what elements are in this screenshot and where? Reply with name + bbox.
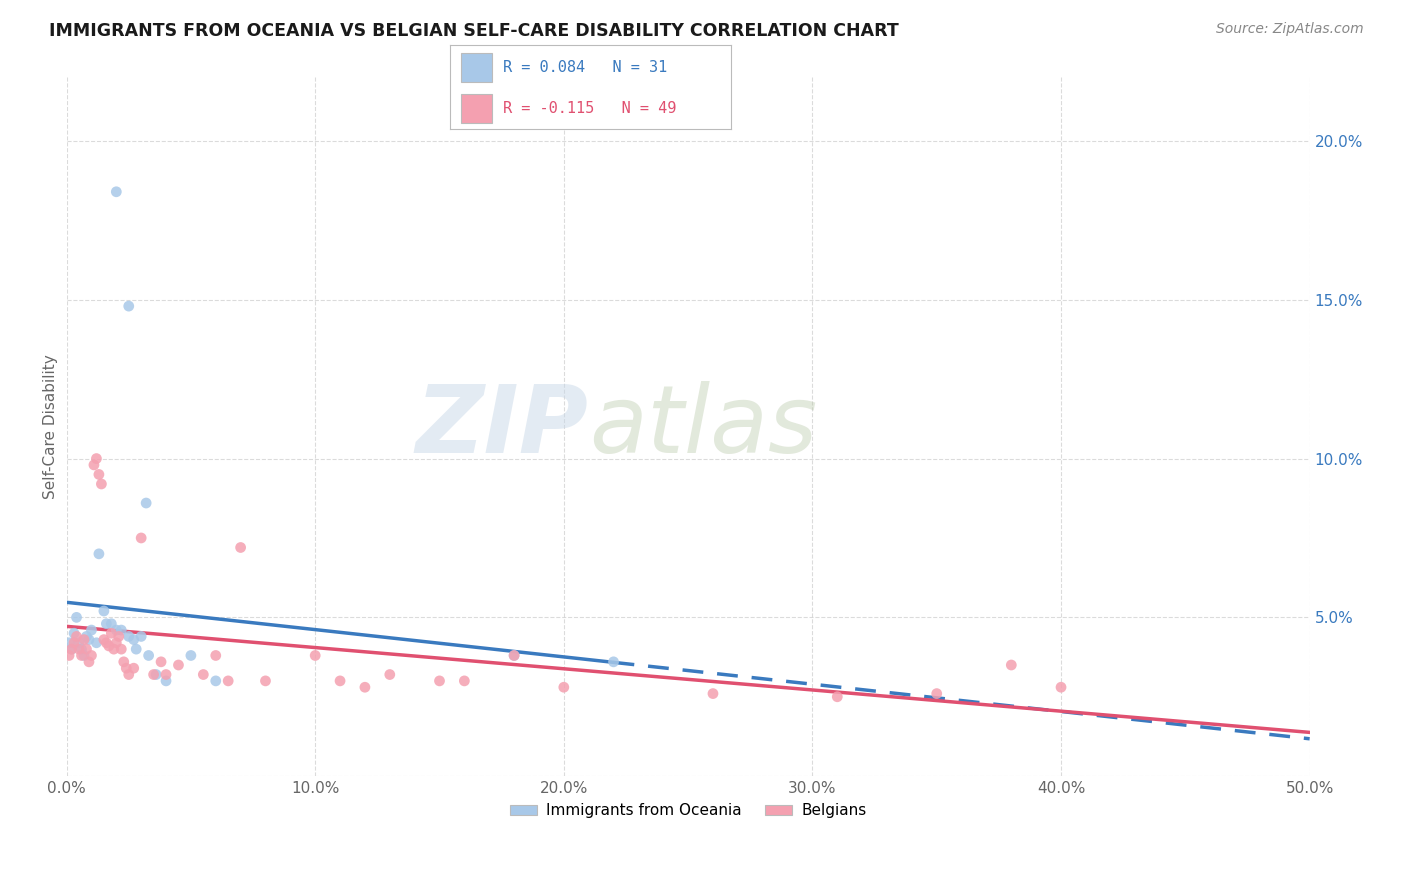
Y-axis label: Self-Care Disability: Self-Care Disability bbox=[44, 354, 58, 500]
Point bbox=[105, 636, 128, 650]
Text: ZIP: ZIP bbox=[416, 381, 589, 473]
Point bbox=[204, 673, 226, 688]
Point bbox=[67, 642, 90, 657]
Point bbox=[63, 636, 86, 650]
Point bbox=[65, 629, 87, 643]
Point bbox=[105, 185, 128, 199]
Point bbox=[254, 673, 277, 688]
Point bbox=[118, 629, 141, 643]
Point bbox=[70, 648, 93, 663]
Point bbox=[142, 667, 165, 681]
Point bbox=[96, 616, 118, 631]
Point bbox=[122, 661, 145, 675]
Point bbox=[100, 626, 122, 640]
Point bbox=[145, 667, 167, 681]
Point bbox=[925, 687, 948, 701]
Point bbox=[115, 661, 138, 675]
Point bbox=[65, 610, 87, 624]
Point bbox=[354, 680, 377, 694]
Point bbox=[503, 648, 526, 663]
Point bbox=[77, 655, 100, 669]
Text: R = -0.115   N = 49: R = -0.115 N = 49 bbox=[503, 101, 676, 116]
Text: Source: ZipAtlas.com: Source: ZipAtlas.com bbox=[1216, 22, 1364, 37]
Point bbox=[217, 673, 239, 688]
Point bbox=[118, 667, 141, 681]
Point bbox=[118, 299, 141, 313]
Text: atlas: atlas bbox=[589, 381, 817, 472]
Point bbox=[827, 690, 849, 704]
Point bbox=[229, 541, 252, 555]
Point bbox=[155, 667, 177, 681]
Point bbox=[453, 673, 475, 688]
Point bbox=[58, 636, 80, 650]
Point bbox=[60, 642, 83, 657]
Point bbox=[553, 680, 575, 694]
Point bbox=[204, 648, 226, 663]
Point bbox=[125, 642, 148, 657]
Point bbox=[167, 658, 190, 673]
Point bbox=[155, 673, 177, 688]
Legend: Immigrants from Oceania, Belgians: Immigrants from Oceania, Belgians bbox=[503, 797, 873, 824]
Point bbox=[96, 636, 118, 650]
Bar bbox=[461, 94, 492, 122]
Point bbox=[87, 467, 110, 482]
Point bbox=[80, 648, 103, 663]
Point bbox=[67, 636, 90, 650]
Point bbox=[138, 648, 160, 663]
Point bbox=[304, 648, 326, 663]
Point bbox=[193, 667, 215, 681]
Point bbox=[110, 642, 132, 657]
Point bbox=[105, 623, 128, 637]
Point bbox=[329, 673, 352, 688]
Point bbox=[135, 496, 157, 510]
Point bbox=[90, 477, 112, 491]
Point bbox=[129, 629, 152, 643]
Point bbox=[110, 623, 132, 637]
Bar bbox=[461, 54, 492, 82]
Point bbox=[83, 458, 105, 472]
Point bbox=[93, 632, 115, 647]
Point bbox=[73, 632, 96, 647]
Point bbox=[76, 629, 98, 643]
Point bbox=[76, 642, 98, 657]
Point bbox=[180, 648, 202, 663]
Point bbox=[378, 667, 401, 681]
Point bbox=[150, 655, 173, 669]
Point bbox=[80, 623, 103, 637]
Point bbox=[60, 642, 83, 657]
Point bbox=[503, 648, 526, 663]
Text: R = 0.084   N = 31: R = 0.084 N = 31 bbox=[503, 60, 668, 75]
Point bbox=[58, 648, 80, 663]
Point bbox=[93, 604, 115, 618]
Point bbox=[100, 616, 122, 631]
Point bbox=[86, 636, 108, 650]
Point bbox=[70, 642, 93, 657]
Point bbox=[86, 451, 108, 466]
Point bbox=[73, 648, 96, 663]
Point bbox=[702, 687, 724, 701]
Point bbox=[429, 673, 451, 688]
Text: IMMIGRANTS FROM OCEANIA VS BELGIAN SELF-CARE DISABILITY CORRELATION CHART: IMMIGRANTS FROM OCEANIA VS BELGIAN SELF-… bbox=[49, 22, 898, 40]
Point bbox=[1000, 658, 1022, 673]
Point bbox=[107, 629, 129, 643]
Point bbox=[77, 632, 100, 647]
Point bbox=[87, 547, 110, 561]
Point bbox=[602, 655, 624, 669]
Point bbox=[63, 626, 86, 640]
Point bbox=[122, 632, 145, 647]
Point bbox=[1050, 680, 1073, 694]
Point bbox=[103, 642, 125, 657]
Point bbox=[129, 531, 152, 545]
Point bbox=[112, 655, 135, 669]
Point bbox=[97, 639, 120, 653]
